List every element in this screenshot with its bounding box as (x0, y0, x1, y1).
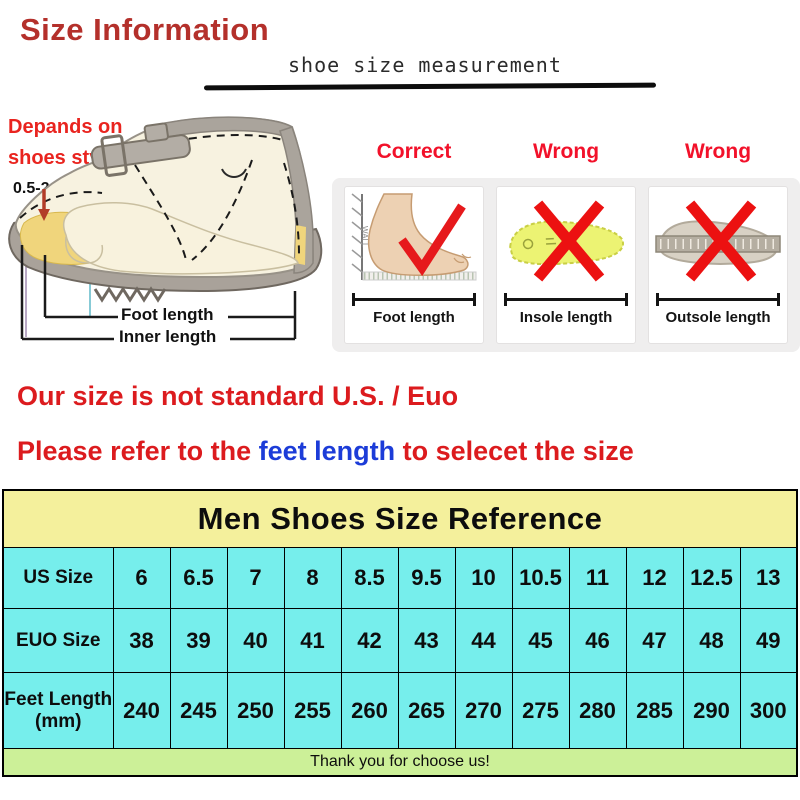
size-table-row: EUO Size 38 39 40 41 42 43 44 45 46 47 48 49 (2, 608, 798, 673)
panel-insole-length: Insole length (496, 186, 636, 344)
size-table-cell: 41 (283, 608, 342, 673)
panel-label-foot-length: Foot length (373, 309, 455, 326)
foot-inside-shoe (62, 201, 299, 275)
size-table-cell: 49 (739, 608, 798, 673)
panel-label-outsole-length: Outsole length (665, 309, 771, 326)
size-table-cell: 265 (397, 672, 456, 749)
size-table-row: Feet Length (mm) 240 245 250 255 260 265 270 275… (2, 672, 798, 749)
heel-gap-area (295, 225, 306, 265)
verdict-label-correct: Correct (376, 140, 452, 163)
size-table-cell: 255 (283, 672, 342, 749)
size-table-cell: 38 (112, 608, 171, 673)
size-table-cell: 46 (568, 608, 627, 673)
size-table-cell: 300 (739, 672, 798, 749)
size-table-row-header: US Size (2, 547, 114, 609)
wall-label: WALL (360, 226, 369, 248)
wall-hatch (351, 193, 363, 280)
foot-illustration (367, 193, 469, 276)
size-table-title: Men Shoes Size Reference (2, 489, 798, 548)
notice-refer-feet-length: Please refer to the feet length to selec… (17, 436, 634, 467)
big-toe-line (65, 236, 104, 264)
size-table-cell: 12 (625, 547, 684, 609)
size-table-cell: 42 (340, 608, 399, 673)
brush-underline (203, 82, 657, 91)
size-table-cell: 12.5 (682, 547, 741, 609)
size-table-cell: 45 (511, 608, 570, 673)
measure-line (656, 293, 780, 306)
size-table-cell: 8.5 (340, 547, 399, 609)
measure-line (504, 293, 628, 306)
panel-outsole-length: Outsole length (648, 186, 788, 344)
verdict-label-wrong-outsole: Wrong (684, 140, 752, 163)
size-table-cell: 11 (568, 547, 627, 609)
size-table-cell: 245 (169, 672, 228, 749)
size-table-cell: 275 (511, 672, 570, 749)
size-table-cell: 240 (112, 672, 171, 749)
size-table-cell: 260 (340, 672, 399, 749)
size-table-cell: 9.5 (397, 547, 456, 609)
size-table-cell: 48 (682, 608, 741, 673)
check-mark-icon (398, 203, 466, 277)
panel-label-insole-length: Insole length (519, 309, 613, 326)
notice-post: to selecet the size (395, 436, 634, 466)
insole-illustration (509, 200, 624, 282)
measurement-brackets (20, 245, 297, 341)
down-arrow-icon (38, 189, 50, 221)
measure-line (352, 293, 476, 306)
foot-length-diagram-label: Foot length (121, 305, 214, 324)
size-table-cell: 44 (454, 608, 513, 673)
decor-curve (221, 168, 247, 178)
strap-and-buckle (90, 122, 191, 177)
size-table-row: US Size 6 6.5 7 8 8.5 9.5 10 10.5 11 12 12.5 13 (2, 547, 798, 609)
size-table-row-header: Feet Length (mm) (2, 672, 114, 749)
size-table-cell: 270 (454, 672, 513, 749)
depends-on-style-note-line1: Depands on (8, 116, 123, 138)
size-table-footer: Thank you for choose us! (2, 748, 798, 777)
x-mark-icon (685, 200, 757, 282)
toe-lines (453, 253, 472, 264)
notice-highlight-feet-length: feet length (258, 436, 396, 466)
size-table-cell: 285 (625, 672, 684, 749)
page-title: Size Information (20, 12, 270, 47)
size-table-cell: 39 (169, 608, 228, 673)
size-table-cell: 6 (112, 547, 171, 609)
size-table-cell: 280 (568, 672, 627, 749)
subtitle: shoe size measurement (288, 53, 562, 77)
size-table-cell: 47 (625, 608, 684, 673)
size-table-cell: 250 (226, 672, 285, 749)
size-table-cell: 43 (397, 608, 456, 673)
foot-against-wall-illustration: WALL (351, 193, 477, 281)
size-table-cell: 10.5 (511, 547, 570, 609)
size-table-cell: 7 (226, 547, 285, 609)
sole-tread (93, 286, 167, 303)
size-table-cell: 6.5 (169, 547, 228, 609)
size-table-cell: 290 (682, 672, 741, 749)
size-table: Men Shoes Size Reference US Size 6 6.5 7 8 8.5… (2, 489, 798, 777)
panel-foot-length: WALL Foot length (344, 186, 484, 344)
shoe-diagram (8, 116, 323, 341)
verdict-label-wrong-insole: Wrong (532, 140, 600, 163)
size-table-row-header: EUO Size (2, 608, 114, 673)
size-table-cell: 40 (226, 608, 285, 673)
notice-pre: Please refer to the (17, 436, 259, 466)
seam-dashes (19, 134, 300, 261)
outsole-illustration (655, 200, 781, 282)
notice-size-not-standard: Our size is not standard U.S. / Euo (17, 381, 459, 411)
size-table-cell: 10 (454, 547, 513, 609)
inner-length-diagram-label: Inner length (119, 327, 217, 346)
size-table-cell: 13 (739, 547, 798, 609)
x-mark-icon (533, 200, 605, 282)
size-table-cell: 8 (283, 547, 342, 609)
